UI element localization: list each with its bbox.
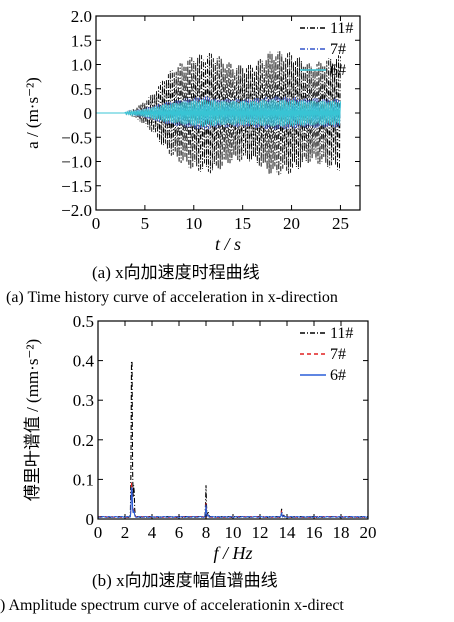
x-tick-label: 0: [92, 214, 101, 233]
x-tick-label: 15: [234, 214, 251, 233]
plot-frame: [95, 15, 361, 211]
legend-label: 11#: [330, 325, 353, 342]
x-tick-label: 8: [202, 523, 211, 542]
x-axis-label: f / Hz: [213, 543, 252, 563]
x-tick-label: 10: [185, 214, 202, 233]
x-tick-label: 20: [360, 523, 377, 542]
x-tick-label: 2: [121, 523, 130, 542]
y-tick-label: 1.0: [71, 56, 92, 75]
x-tick-label: 16: [306, 523, 323, 542]
chart-a-acceleration-time-history: 0 5 10 15 20 25 2.0 1.5 1.0 0.5 0 −0.5 −1.0 −1.5 −2.0 t…: [23, 7, 361, 254]
y-tick-label: 0.5: [73, 312, 94, 331]
x-tick-label: 14: [279, 523, 297, 542]
legend-label: 7#: [330, 346, 346, 363]
x-tick-label: 4: [148, 523, 157, 542]
x-tick-label: 12: [252, 523, 269, 542]
legend-label: 7#: [330, 41, 346, 58]
plot-frame: [97, 320, 369, 520]
x-tick-label: 5: [141, 214, 150, 233]
x-tick-label: 25: [332, 214, 349, 233]
y-tick-label: −0.5: [61, 128, 92, 147]
series-line-6: [97, 487, 369, 519]
y-tick-label: 0.1: [73, 470, 94, 489]
x-tick-label: 10: [225, 523, 242, 542]
x-tick-label: 6: [175, 523, 184, 542]
caption-a-cn: (a) x向加速度时程曲线: [92, 263, 260, 282]
x-tick-label: 18: [333, 523, 350, 542]
legend-label: 11#: [330, 20, 353, 37]
series-line-7: [98, 482, 369, 519]
series-line-6: [96, 99, 341, 127]
x-tick-label: 0: [94, 523, 103, 542]
y-axis-label: 傅里叶谱值 / (mm·s⁻²): [23, 339, 42, 501]
y-tick-label: −1.5: [61, 177, 92, 196]
y-tick-label: 0: [86, 510, 95, 529]
y-tick-label: −2.0: [61, 201, 92, 220]
y-tick-label: 0.4: [73, 352, 95, 371]
y-tick-label: 0.3: [73, 391, 94, 410]
y-tick-label: 0.5: [71, 80, 92, 99]
y-tick-label: 1.5: [71, 31, 92, 50]
legend-label: 6#: [330, 367, 346, 384]
legend-label: 6#: [330, 62, 346, 79]
x-tick-label: 20: [283, 214, 300, 233]
y-axis-label: a / (m·s⁻²): [23, 77, 42, 149]
chart-b-amplitude-spectrum: 0 2 4 6 8 10 12 14 16 18 200.50.40.30.20.10f / Hz傅…: [23, 312, 377, 563]
caption-b-cn: (b) x向加速度幅值谱曲线: [92, 571, 278, 590]
series-line-11: [97, 360, 368, 519]
caption-b-en: ) Amplitude spectrum curve of accelerati…: [0, 597, 344, 614]
y-tick-label: 2.0: [71, 7, 92, 26]
x-axis-label: t / s: [215, 234, 241, 254]
y-tick-label: 0: [84, 104, 93, 123]
caption-a-en: (a) Time history curve of acceleration i…: [6, 289, 338, 306]
y-tick-label: 0.2: [73, 431, 94, 450]
y-tick-label: −1.0: [61, 153, 92, 172]
